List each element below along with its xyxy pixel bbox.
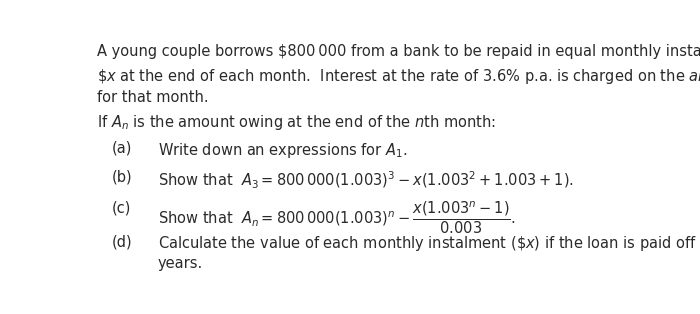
Text: A young couple borrows $800 000 from a bank to be repaid in equal monthly instal: A young couple borrows $800 000 from a b…	[97, 44, 700, 59]
Text: (d): (d)	[112, 235, 132, 250]
Text: (b): (b)	[112, 170, 132, 185]
Text: Show that  $A_3 = 800\,000(1.003)^3 - x(1.003^2 + 1.003 + 1)$.: Show that $A_3 = 800\,000(1.003)^3 - x(1…	[158, 170, 574, 191]
Text: (a): (a)	[112, 141, 132, 155]
Text: Calculate the value of each monthly instalment ($\$x$) if the loan is paid off o: Calculate the value of each monthly inst…	[158, 235, 700, 253]
Text: for that month.: for that month.	[97, 90, 209, 105]
Text: $\mathit{\$x}$ at the end of each month.  Interest at the rate of 3.6% p.a. is c: $\mathit{\$x}$ at the end of each month.…	[97, 67, 700, 86]
Text: Write down an expressions for $A_1$.: Write down an expressions for $A_1$.	[158, 141, 407, 160]
Text: If $A_n$ is the amount owing at the end of the $n$th month:: If $A_n$ is the amount owing at the end …	[97, 113, 496, 132]
Text: (c): (c)	[112, 200, 132, 215]
Text: years.: years.	[158, 256, 203, 271]
Text: Show that  $A_n = 800\,000(1.003)^n - \dfrac{x(1.003^n-1)}{0.003}$.: Show that $A_n = 800\,000(1.003)^n - \df…	[158, 200, 516, 236]
